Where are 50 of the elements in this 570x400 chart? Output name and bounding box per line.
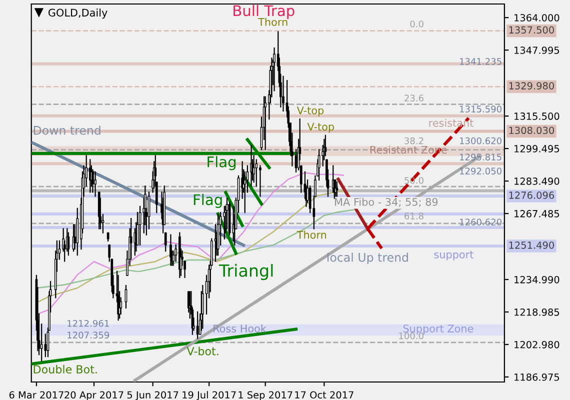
- x-tick-label: 1 Sep 2017: [238, 391, 292, 400]
- y-tick-label: 1202.980: [514, 340, 560, 348]
- annotation: 1207.359: [68, 332, 110, 339]
- annotation: local Up trend: [328, 252, 408, 264]
- ref-line-label: 1357.500: [509, 26, 554, 34]
- annotation: Double Bot.: [34, 364, 97, 374]
- y-tick-label: 1364.000: [514, 14, 560, 22]
- annotation: 1212.961: [68, 320, 109, 327]
- annotation: 1315.590: [460, 106, 502, 112]
- y-tick-label: 1299.495: [514, 145, 560, 152]
- annotation: 0.0: [410, 20, 424, 28]
- annotation: Down trend: [34, 126, 100, 135]
- annotation: Flag: [194, 194, 222, 208]
- y-tick-label: 1234.990: [514, 276, 560, 284]
- annotation: 38.2: [404, 137, 424, 144]
- annotation: V-bot.: [186, 346, 218, 356]
- ref-line-label: 1329.980: [509, 82, 554, 90]
- ref-line-label: 1276.096: [509, 192, 554, 199]
- y-tick-label: 1347.995: [514, 46, 560, 54]
- chart-title: GOLD,Daily: [48, 8, 108, 19]
- ref-line-label: 1251.490: [509, 241, 554, 249]
- annotation: Flag: [208, 156, 236, 170]
- y-tick-label: 1267.485: [514, 210, 560, 218]
- x-tick-label: 6 Mar 2017: [9, 391, 64, 399]
- annotation: Support Zone: [403, 324, 474, 334]
- y-tick-label: 1283.490: [514, 178, 560, 185]
- x-tick-label: 20 Apr 2017: [64, 391, 124, 400]
- annotation: V-top: [296, 106, 324, 116]
- x-tick-label: 5 Jun 2017: [127, 391, 178, 400]
- annotation: 23.6: [404, 94, 424, 102]
- annotation: MA Fibo - 34; 55; 89: [335, 198, 438, 207]
- ref-line-label: 1308.030: [509, 126, 554, 134]
- annotation: resistant: [429, 118, 474, 127]
- annotation: Thorn: [296, 230, 326, 239]
- x-tick-label: 17 Oct 2017: [295, 391, 354, 399]
- x-tick-label: 19 Jul 2017: [182, 391, 236, 400]
- annotation: 1341.235: [460, 58, 502, 65]
- annotation: V-top: [307, 122, 334, 133]
- annotation: 50.0: [404, 177, 424, 184]
- y-tick-label: 1186.975: [514, 373, 560, 381]
- y-tick-label: 1315.500: [514, 112, 560, 120]
- annotation: 1292.050: [460, 168, 502, 174]
- annotation: 1300.620: [460, 137, 502, 144]
- y-tick-label: 1218.985: [514, 308, 560, 316]
- annotation: Triangl: [218, 264, 273, 280]
- annotation: 100.0: [399, 332, 424, 340]
- annotation: Bull Trap: [234, 4, 294, 19]
- annotation: 61.8: [404, 212, 424, 220]
- annotation: support: [434, 250, 474, 260]
- annotation: Thorn: [258, 18, 288, 26]
